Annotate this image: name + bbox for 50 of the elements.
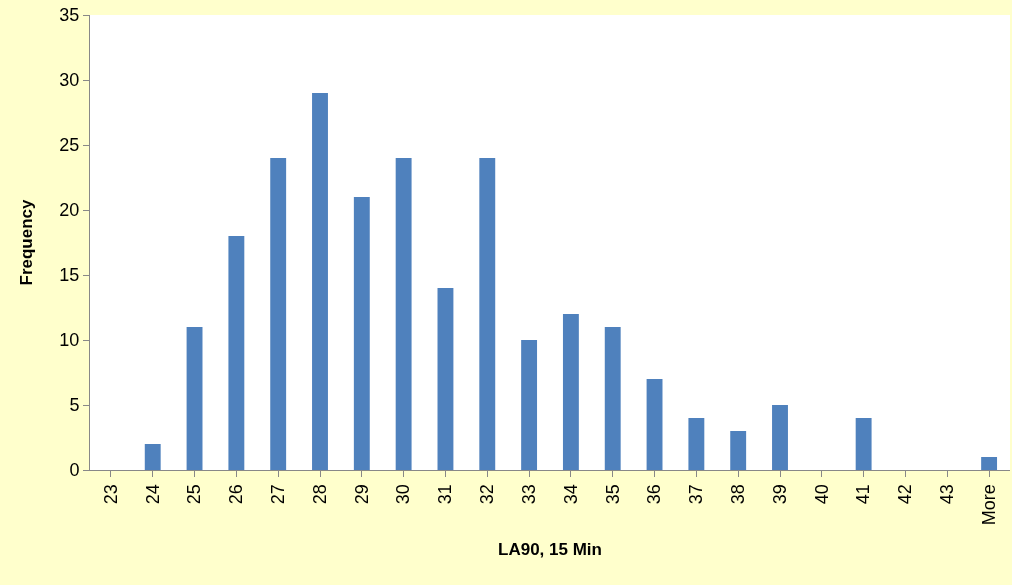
bar xyxy=(270,158,287,470)
bar xyxy=(479,158,496,470)
x-tick-label: 40 xyxy=(811,484,832,505)
y-axis-title: Frequency xyxy=(16,198,36,286)
x-tick-label: 41 xyxy=(853,484,874,505)
bar xyxy=(186,327,203,470)
y-tick-label: 30 xyxy=(59,70,80,91)
x-axis-title: LA90, 15 Min xyxy=(498,539,602,559)
x-tick-label: 27 xyxy=(268,484,289,505)
x-tick-label: 31 xyxy=(435,484,456,505)
x-tick-label: 33 xyxy=(518,484,539,505)
y-tick-label: 5 xyxy=(69,395,80,416)
y-tick-label: 20 xyxy=(59,200,80,221)
y-tick-label: 0 xyxy=(69,460,80,481)
bar xyxy=(730,431,747,470)
bar xyxy=(981,457,998,470)
bar xyxy=(312,93,328,470)
bar xyxy=(228,236,245,470)
x-tick-label: 35 xyxy=(602,484,623,505)
bar xyxy=(562,314,579,470)
bar xyxy=(144,444,161,470)
x-tick-label: 34 xyxy=(560,484,581,505)
bar xyxy=(353,197,370,470)
x-tick-label: 38 xyxy=(728,484,749,505)
bar xyxy=(395,158,412,470)
x-tick-label: 37 xyxy=(686,484,707,505)
bar xyxy=(772,405,788,470)
x-tick-label: 25 xyxy=(184,484,205,505)
y-tick-label: 10 xyxy=(59,330,80,351)
bar xyxy=(521,340,538,470)
bar xyxy=(688,418,705,470)
x-tick-label: 32 xyxy=(477,484,498,505)
x-tick-label: 30 xyxy=(393,484,414,505)
x-tick-label: 23 xyxy=(100,484,121,505)
bar xyxy=(604,327,621,470)
x-tick-label: 28 xyxy=(309,484,330,505)
bar xyxy=(855,418,872,470)
x-tick-label: 42 xyxy=(895,484,916,505)
y-tick-label: 25 xyxy=(59,135,80,156)
x-tick-label: 24 xyxy=(142,484,163,505)
x-tick-label: More xyxy=(978,484,999,526)
bar xyxy=(646,379,663,470)
bar xyxy=(437,288,454,470)
x-tick-label: 43 xyxy=(937,484,958,505)
x-tick-label: 39 xyxy=(769,484,790,505)
y-tick-label: 15 xyxy=(59,265,80,286)
x-tick-label: 29 xyxy=(351,484,372,505)
x-tick-label: 26 xyxy=(226,484,247,505)
x-tick-label: 36 xyxy=(644,484,665,505)
y-tick-label: 35 xyxy=(59,5,80,26)
